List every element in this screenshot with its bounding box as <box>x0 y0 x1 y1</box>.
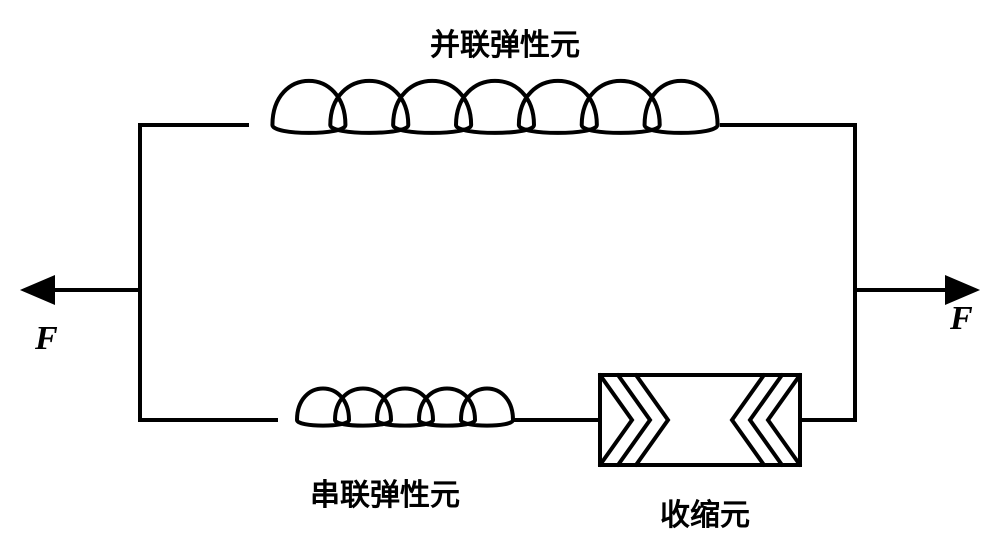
muscle-model-diagram <box>0 0 1000 541</box>
label-force-right: F <box>950 300 973 338</box>
label-contractile: 收缩元 <box>660 490 750 534</box>
label-series-elastic: 串联弹性元 <box>310 470 460 514</box>
label-force-left: F <box>35 320 58 358</box>
label-parallel-elastic: 并联弹性元 <box>430 20 580 64</box>
